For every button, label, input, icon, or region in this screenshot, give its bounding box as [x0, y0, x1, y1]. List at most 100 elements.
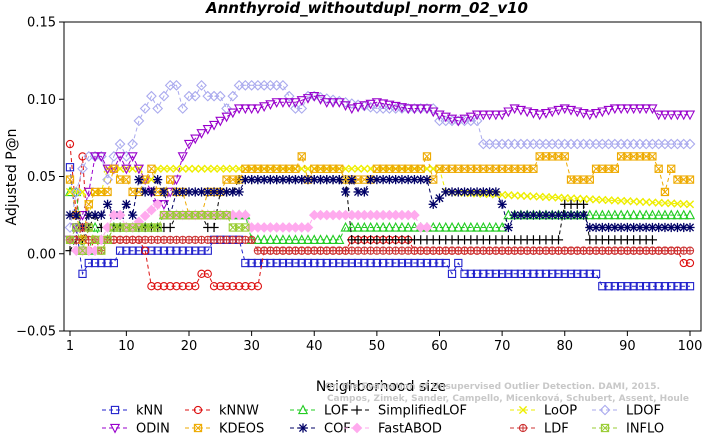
data-point: [548, 193, 557, 202]
data-point: [96, 152, 107, 162]
series-kdeos: [65, 152, 695, 244]
legend-label: ODIN: [136, 422, 170, 434]
data-point: [554, 193, 563, 202]
data-point: [390, 221, 401, 232]
legend-label: kNN: [136, 404, 163, 419]
data-point: [259, 234, 270, 244]
data-point: [228, 164, 237, 173]
data-point: [491, 269, 501, 278]
data-point: [128, 246, 137, 255]
data-point: [578, 210, 589, 220]
legend-marker: [352, 405, 362, 415]
data-point: [560, 152, 569, 161]
data-point: [297, 258, 306, 268]
data-point: [65, 139, 75, 149]
data-point: [653, 209, 664, 220]
data-point: [396, 221, 408, 232]
x-tick-label: 90: [619, 339, 636, 354]
series-odin: [64, 92, 696, 246]
data-point: [297, 152, 306, 161]
data-point: [134, 174, 144, 185]
data-point: [360, 258, 369, 268]
data-point: [240, 104, 251, 115]
data-point: [610, 282, 619, 291]
data-point: [453, 187, 463, 197]
data-point: [147, 246, 156, 255]
data-point: [183, 139, 195, 150]
data-point: [78, 152, 87, 161]
legend-marker: [599, 404, 611, 416]
data-point: [215, 187, 225, 197]
data-point: [616, 209, 627, 220]
data-point: [484, 221, 495, 232]
x-tick-label: 20: [181, 339, 198, 354]
data-point: [378, 221, 389, 232]
data-point: [203, 164, 212, 173]
data-point: [265, 100, 276, 110]
data-point: [177, 103, 189, 114]
data-point: [528, 109, 539, 119]
data-point: [535, 192, 544, 201]
data-point: [315, 234, 326, 244]
data-point: [309, 174, 319, 185]
legend-label: KDEOS: [219, 422, 264, 434]
data-point: [191, 164, 200, 173]
data-point: [603, 209, 614, 220]
data-point: [416, 258, 425, 268]
data-point: [340, 187, 351, 197]
legend-item-ldof: LDOF: [592, 404, 661, 419]
data-point: [284, 234, 295, 244]
data-point: [171, 175, 182, 186]
data-point: [460, 269, 469, 278]
data-point: [227, 90, 239, 102]
data-point: [390, 101, 401, 112]
data-point: [384, 100, 395, 111]
legend-item-ldf: LDF: [510, 422, 569, 434]
data-point: [579, 194, 588, 204]
data-point: [634, 104, 646, 115]
data-point: [341, 258, 350, 268]
data-point: [647, 104, 658, 115]
data-point: [654, 282, 663, 291]
legend-marker: [110, 405, 120, 415]
data-point: [234, 282, 244, 291]
legend-item-cof: COF: [290, 422, 351, 434]
data-point: [409, 104, 420, 115]
data-point: [510, 210, 520, 220]
data-point: [472, 269, 482, 278]
data-point: [647, 209, 658, 220]
data-point: [90, 258, 100, 268]
data-point: [610, 164, 619, 173]
series-line: [70, 168, 691, 218]
data-point: [648, 198, 657, 207]
data-point: [685, 200, 695, 209]
data-point: [359, 101, 370, 112]
data-point: [147, 164, 156, 173]
data-point: [653, 110, 664, 121]
data-point: [453, 116, 464, 127]
data-point: [616, 104, 627, 115]
y-tick-label: 0.05: [27, 170, 56, 185]
legend-label: SimplifiedLOF: [378, 404, 467, 419]
legend-marker: [518, 423, 528, 433]
data-point: [684, 110, 696, 121]
legend-item-knnw: kNNW: [185, 404, 259, 419]
data-point: [416, 164, 425, 173]
data-point: [146, 90, 157, 102]
data-point: [159, 187, 169, 197]
data-point: [541, 192, 551, 202]
data-point: [397, 258, 407, 268]
data-point: [152, 199, 163, 210]
data-point: [214, 90, 226, 102]
data-point: [573, 194, 582, 203]
data-point: [378, 99, 389, 110]
data-point: [202, 124, 213, 135]
data-point: [604, 196, 613, 205]
data-point: [303, 174, 313, 185]
data-point: [465, 112, 476, 123]
data-point: [422, 258, 432, 268]
data-point: [291, 258, 300, 268]
data-point: [302, 94, 314, 104]
data-point: [209, 282, 219, 291]
data-point: [446, 114, 458, 125]
